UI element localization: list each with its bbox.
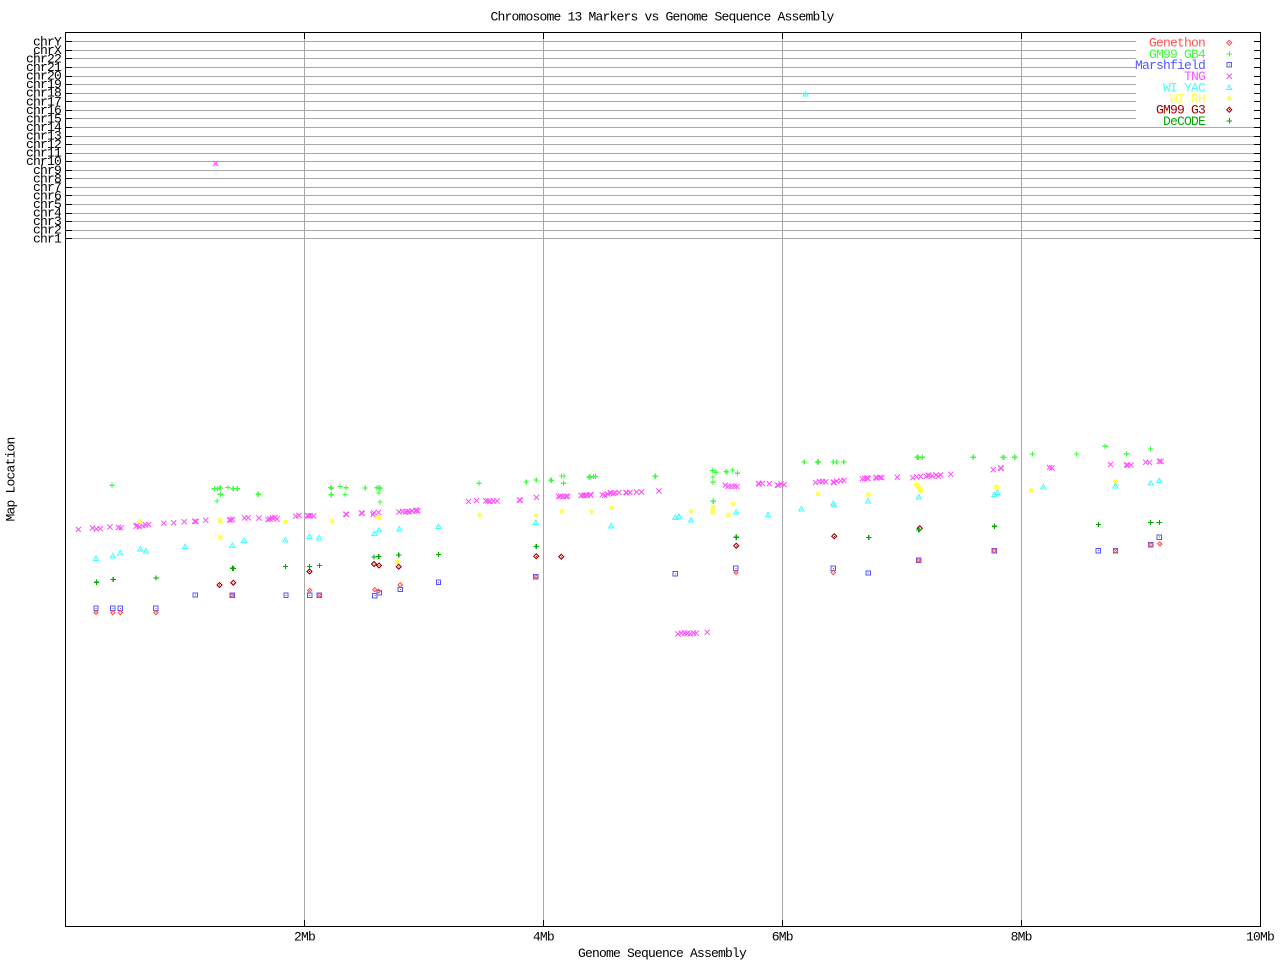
svg-text:TNG: TNG	[1184, 69, 1205, 84]
svg-text:8Mb: 8Mb	[1011, 930, 1032, 945]
svg-text:chr14: chr14	[26, 120, 62, 135]
svg-text:chr1: chr1	[33, 231, 62, 246]
svg-text:6Mb: 6Mb	[772, 930, 793, 945]
svg-text:GM99 GB4: GM99 GB4	[1149, 47, 1206, 62]
svg-text:DeCODE: DeCODE	[1163, 114, 1206, 129]
svg-text:chr4: chr4	[33, 206, 62, 221]
svg-text:chr12: chr12	[26, 137, 61, 152]
svg-text:chr22: chr22	[26, 51, 61, 66]
svg-text:chrX: chrX	[33, 43, 62, 58]
svg-text:Map Location: Map Location	[4, 437, 19, 521]
svg-text:chr20: chr20	[26, 69, 61, 84]
svg-text:chr13: chr13	[26, 129, 61, 144]
svg-text:chr15: chr15	[26, 111, 61, 126]
svg-text:chr5: chr5	[33, 197, 61, 212]
svg-text:Genome Sequence Assembly: Genome Sequence Assembly	[578, 946, 747, 960]
svg-text:Chromosome 13 Markers vs Genom: Chromosome 13 Markers vs Genome Sequence…	[490, 10, 834, 25]
svg-text:chr10: chr10	[26, 154, 61, 169]
svg-text:chr16: chr16	[26, 103, 61, 118]
svg-text:chrY: chrY	[33, 34, 62, 49]
svg-text:GM99 G3: GM99 G3	[1156, 103, 1205, 118]
svg-text:chr3: chr3	[33, 214, 61, 229]
svg-text:10Mb: 10Mb	[1246, 930, 1274, 945]
svg-text:chr2: chr2	[33, 223, 61, 238]
svg-text:Marshfield: Marshfield	[1135, 58, 1205, 73]
svg-text:chr18: chr18	[26, 86, 61, 101]
svg-text:chr21: chr21	[26, 60, 62, 75]
svg-text:WI RH: WI RH	[1170, 92, 1205, 107]
svg-text:2Mb: 2Mb	[294, 930, 315, 945]
svg-text:WI YAC: WI YAC	[1163, 80, 1206, 95]
svg-text:chr9: chr9	[33, 163, 61, 178]
svg-text:4Mb: 4Mb	[533, 930, 554, 945]
svg-text:chr6: chr6	[33, 189, 61, 204]
svg-text:chr8: chr8	[33, 171, 61, 186]
svg-text:chr11: chr11	[26, 146, 62, 161]
svg-text:chr19: chr19	[26, 77, 61, 92]
svg-text:chr17: chr17	[26, 94, 61, 109]
svg-text:Genethon: Genethon	[1149, 36, 1205, 51]
svg-text:chr7: chr7	[33, 180, 61, 195]
